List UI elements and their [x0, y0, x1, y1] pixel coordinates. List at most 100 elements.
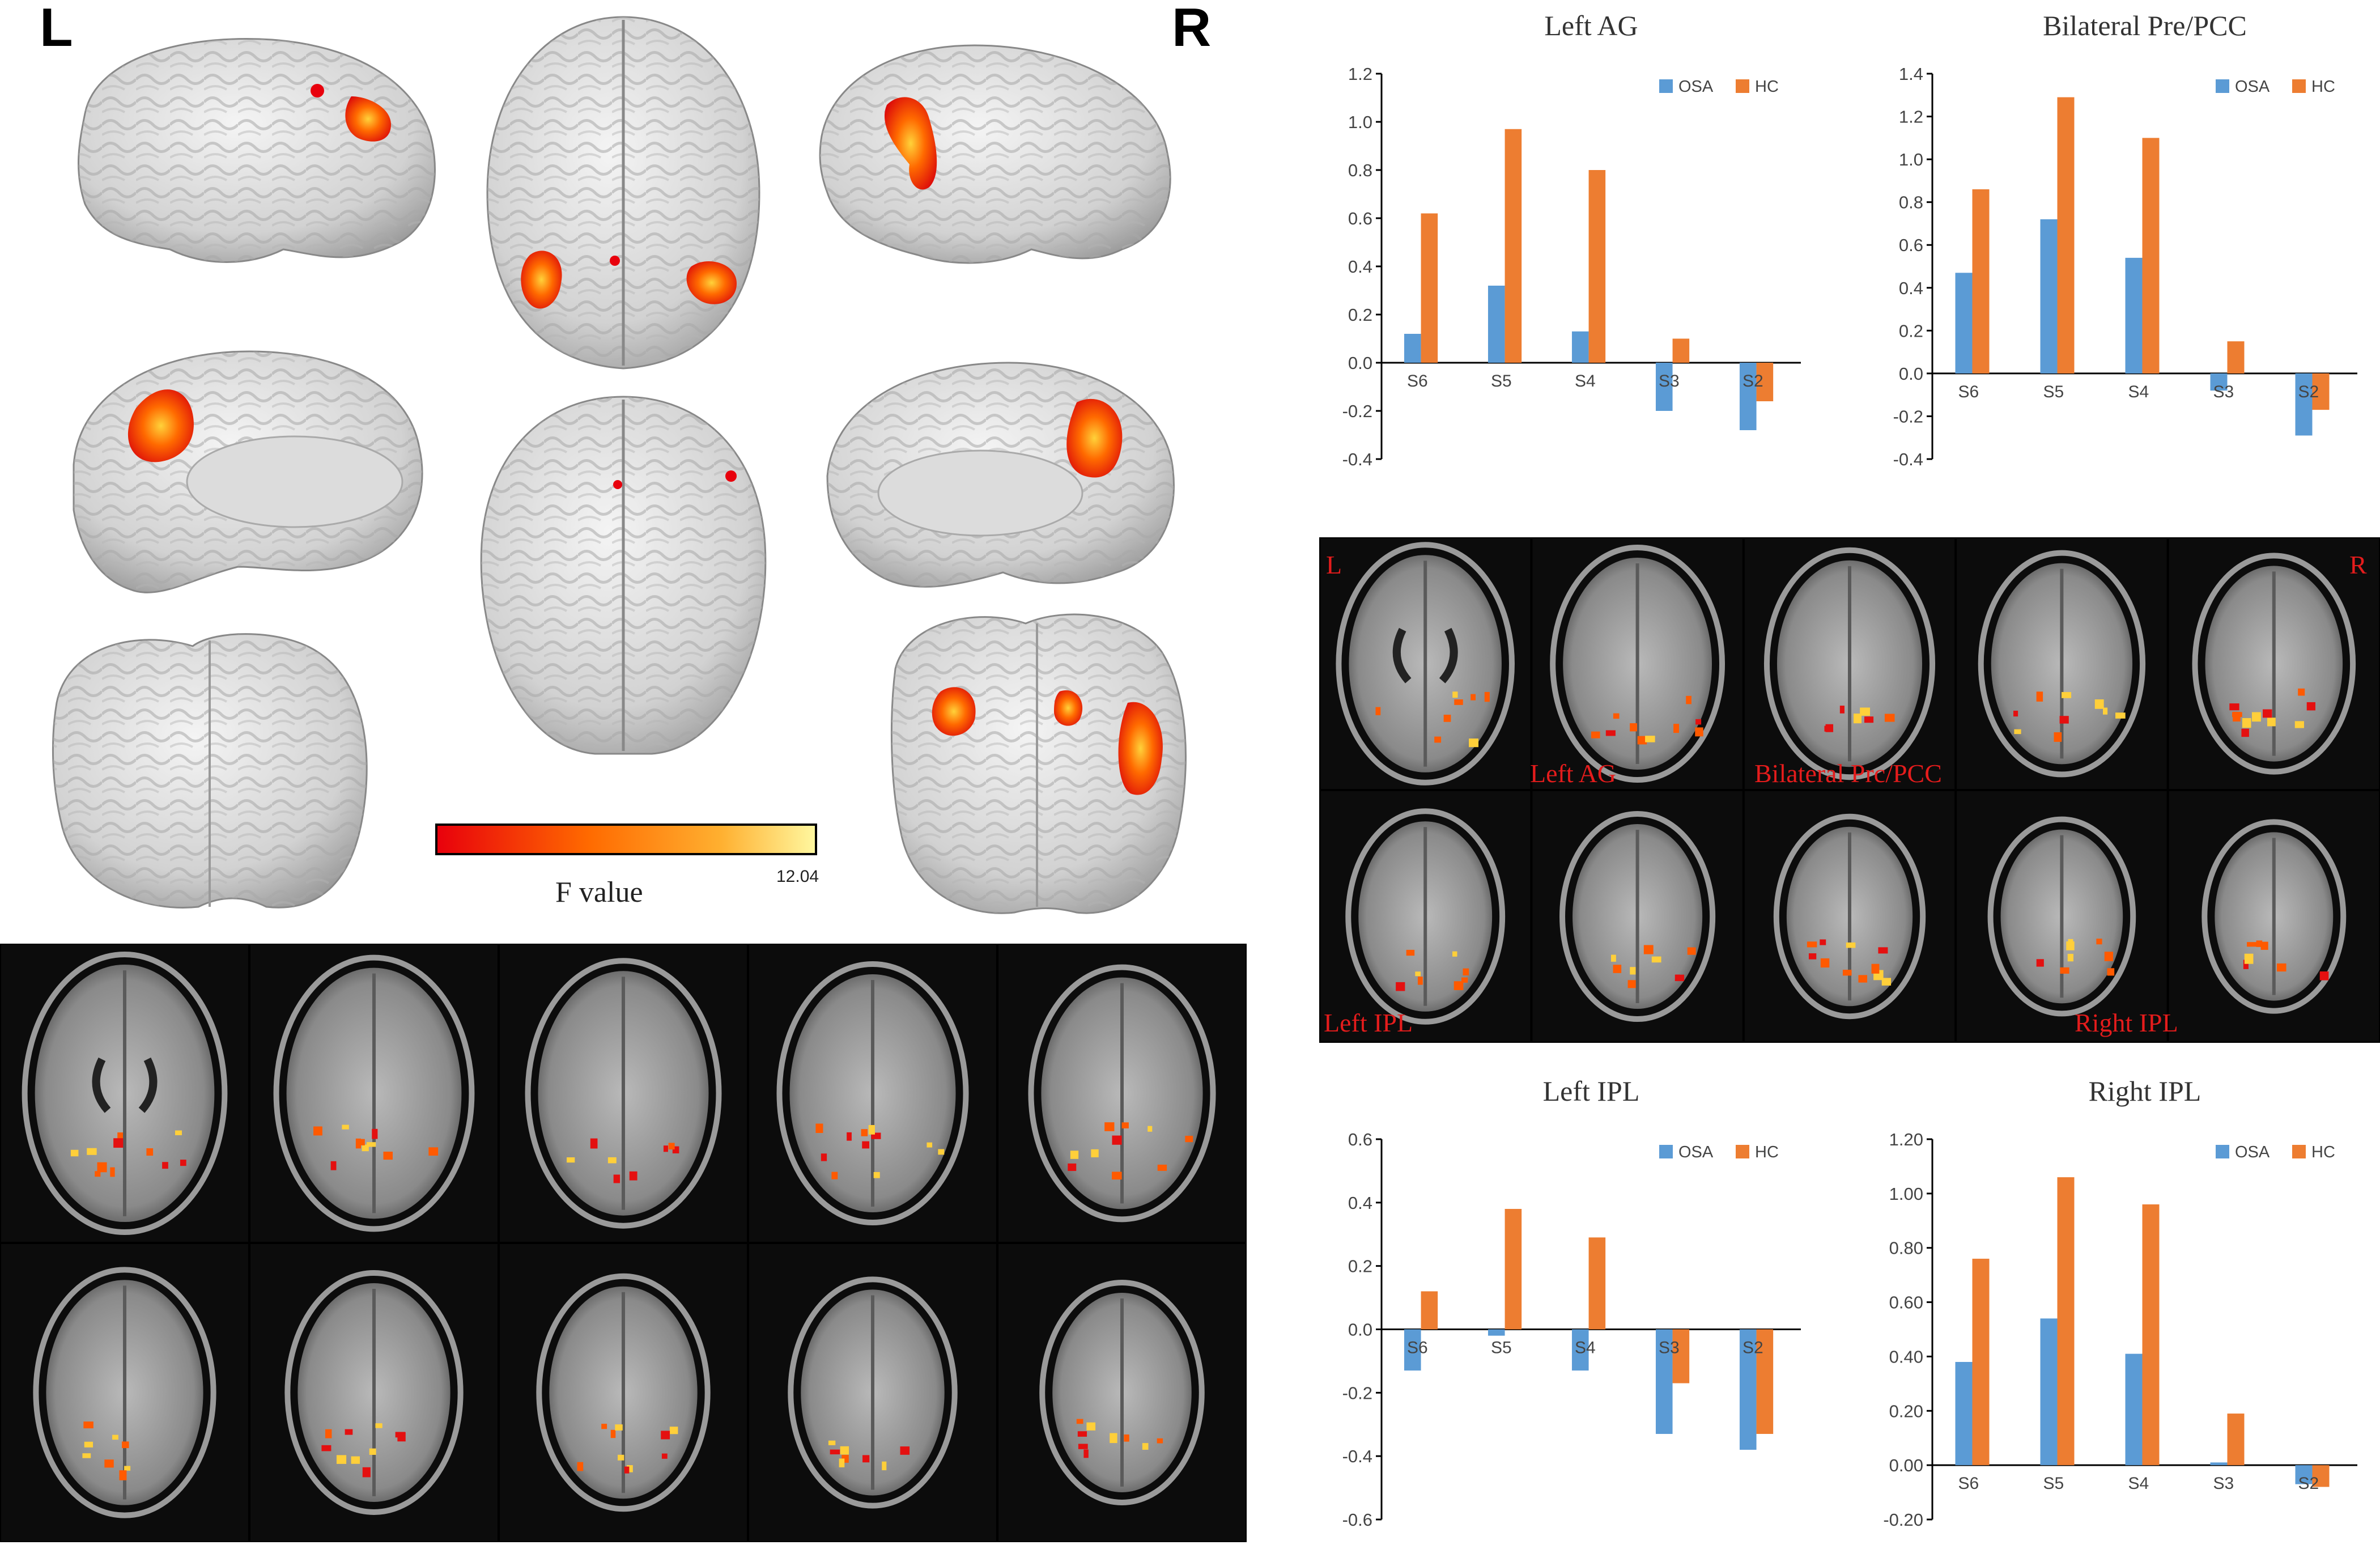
- region-label-left-ipl: Left IPL: [1324, 1008, 1413, 1037]
- x-category-label: S2: [2298, 383, 2319, 401]
- y-tick-label: 0.80: [1889, 1238, 1923, 1258]
- bar-osa-s5: [1488, 286, 1505, 363]
- region-label-left-ag: Left AG: [1530, 759, 1617, 788]
- x-category-label: S5: [1491, 1339, 1512, 1357]
- y-tick-label: 1.0: [1899, 150, 1923, 169]
- y-tick-label: 0.0: [1899, 364, 1923, 384]
- x-category-label: S2: [2298, 1474, 2319, 1493]
- bar-chart-svg: Left AG 1.2 1.0 0.8 0.6 0.4 0.2 0.0 -0.2 -0.4 S6 S5…: [1342, 10, 1801, 469]
- left-hemisphere-label: L: [40, 0, 73, 58]
- x-category-label: S4: [1575, 372, 1596, 391]
- x-category-label: S6: [1407, 372, 1428, 391]
- brain-render-panel: L R: [0, 0, 1247, 929]
- bar-osa-s2: [1739, 363, 1757, 430]
- axial-slice: [1744, 791, 1955, 1042]
- y-tick-label: 0.20: [1889, 1401, 1923, 1421]
- y-tick-label: -0.6: [1342, 1510, 1372, 1530]
- legend-swatch-hc: [1736, 79, 1749, 93]
- axial-slice: [1744, 538, 1955, 789]
- chart-left-ag: Left AG 1.2 1.0 0.8 0.6 0.4 0.2 0.0 -0.2 -0.4 S6 S5…: [1319, 0, 1824, 482]
- y-tick-label: 0.00: [1889, 1455, 1923, 1475]
- legend-swatch-hc: [1736, 1145, 1749, 1158]
- bar-hc-s3: [2227, 341, 2245, 373]
- inferior-view: [480, 396, 767, 755]
- y-tick-label: 0.4: [1348, 257, 1372, 277]
- x-category-label: S6: [1958, 1474, 1979, 1493]
- posterior-view: [52, 633, 368, 909]
- legend-label-hc: HC: [1755, 78, 1779, 96]
- y-tick-label: 0.8: [1348, 160, 1372, 180]
- bar-osa-s3: [2210, 373, 2228, 391]
- legend-label-osa: OSA: [2235, 1143, 2270, 1161]
- axial-slice: [998, 945, 1246, 1242]
- y-tick-label: 0.4: [1899, 278, 1923, 298]
- y-tick-label: 0.2: [1348, 305, 1372, 325]
- bar-osa-s6: [1404, 1329, 1421, 1371]
- axial-slice: [1957, 791, 2167, 1042]
- y-tick-label: -0.2: [1893, 406, 1923, 426]
- y-tick-label: 0.8: [1899, 193, 1923, 213]
- axial-slice: [1, 1244, 248, 1541]
- legend-swatch-osa: [2216, 1145, 2229, 1158]
- bar-hc-s6: [1421, 213, 1438, 363]
- y-tick-label: -0.20: [1883, 1510, 1923, 1530]
- axial-slice: [1320, 791, 1531, 1042]
- axial-slice: [1320, 538, 1531, 789]
- x-category-label: S5: [2043, 1474, 2064, 1493]
- x-category-label: S4: [2128, 383, 2149, 401]
- y-tick-label: -0.4: [1893, 449, 1923, 469]
- axial-slices-left-panel: [0, 944, 1247, 1542]
- bar-chart-svg: Left IPL 0.6 0.4 0.2 0.0 -0.2 -0.4 -0.6 S6 S5 S4 S3…: [1342, 1075, 1801, 1530]
- y-tick-label: 0.40: [1889, 1347, 1923, 1366]
- bar-hc-s4: [2142, 138, 2160, 373]
- axial-slice: [2169, 538, 2379, 789]
- x-category-label: S3: [2213, 1474, 2234, 1493]
- legend-label-osa: OSA: [1678, 78, 1714, 96]
- y-tick-label: 1.20: [1889, 1130, 1923, 1149]
- chart-title: Right IPL: [2089, 1075, 2202, 1107]
- bar-hc-s3: [1672, 1329, 1690, 1383]
- colorbar: [435, 824, 817, 855]
- bar-osa-s3: [1655, 1329, 1673, 1434]
- axial-slice: [1532, 538, 1742, 789]
- bar-hc-s4: [1588, 170, 1606, 363]
- bar-osa-s5: [1488, 1329, 1505, 1336]
- chart-title: Left IPL: [1543, 1075, 1640, 1107]
- x-category-label: S5: [1491, 372, 1512, 391]
- axial-slice: [250, 1244, 498, 1541]
- bar-hc-s3: [2227, 1414, 2245, 1466]
- bar-hc-s5: [2057, 1177, 2075, 1466]
- bar-osa-s4: [2125, 1353, 2143, 1466]
- axial-slice: [1957, 538, 2167, 789]
- y-tick-label: 0.0: [1348, 353, 1372, 373]
- bar-osa-s2: [2295, 373, 2313, 436]
- bar-hc-s2: [1756, 1329, 1774, 1434]
- axial-slice-images: [1, 945, 1246, 1541]
- y-tick-label: 1.2: [1899, 107, 1923, 127]
- bar-hc-s6: [1421, 1291, 1438, 1330]
- bar-osa-s2: [2295, 1465, 2313, 1484]
- bar-hc-s2: [1756, 363, 1774, 401]
- legend-swatch-hc: [2292, 79, 2306, 93]
- axial-slice: [250, 945, 498, 1242]
- colorbar-max-value: 12.04: [776, 867, 819, 886]
- bar-hc-s5: [2057, 97, 2075, 373]
- bar-hc-s4: [1588, 1237, 1606, 1330]
- legend-label-hc: HC: [2311, 1143, 2335, 1161]
- axial-slice: [500, 945, 747, 1242]
- y-tick-label: 0.2: [1348, 1257, 1372, 1276]
- legend-label-hc: HC: [1755, 1143, 1779, 1161]
- left-lateral-view: [78, 38, 436, 263]
- axial-slice: [500, 1244, 747, 1541]
- y-tick-label: 1.2: [1348, 64, 1372, 84]
- y-tick-label: 0.4: [1348, 1193, 1372, 1213]
- y-tick-label: 0.60: [1889, 1293, 1923, 1313]
- legend-label-osa: OSA: [1678, 1143, 1714, 1161]
- chart-title: Bilateral Pre/PCC: [2043, 10, 2247, 41]
- bar-osa-s2: [1739, 1329, 1757, 1450]
- y-tick-label: 0.6: [1348, 1130, 1372, 1149]
- legend-swatch-osa: [2216, 79, 2229, 93]
- right-lateral-view: [819, 44, 1171, 264]
- x-category-label: S4: [1575, 1339, 1596, 1357]
- brain-surface-renders: [52, 16, 1187, 914]
